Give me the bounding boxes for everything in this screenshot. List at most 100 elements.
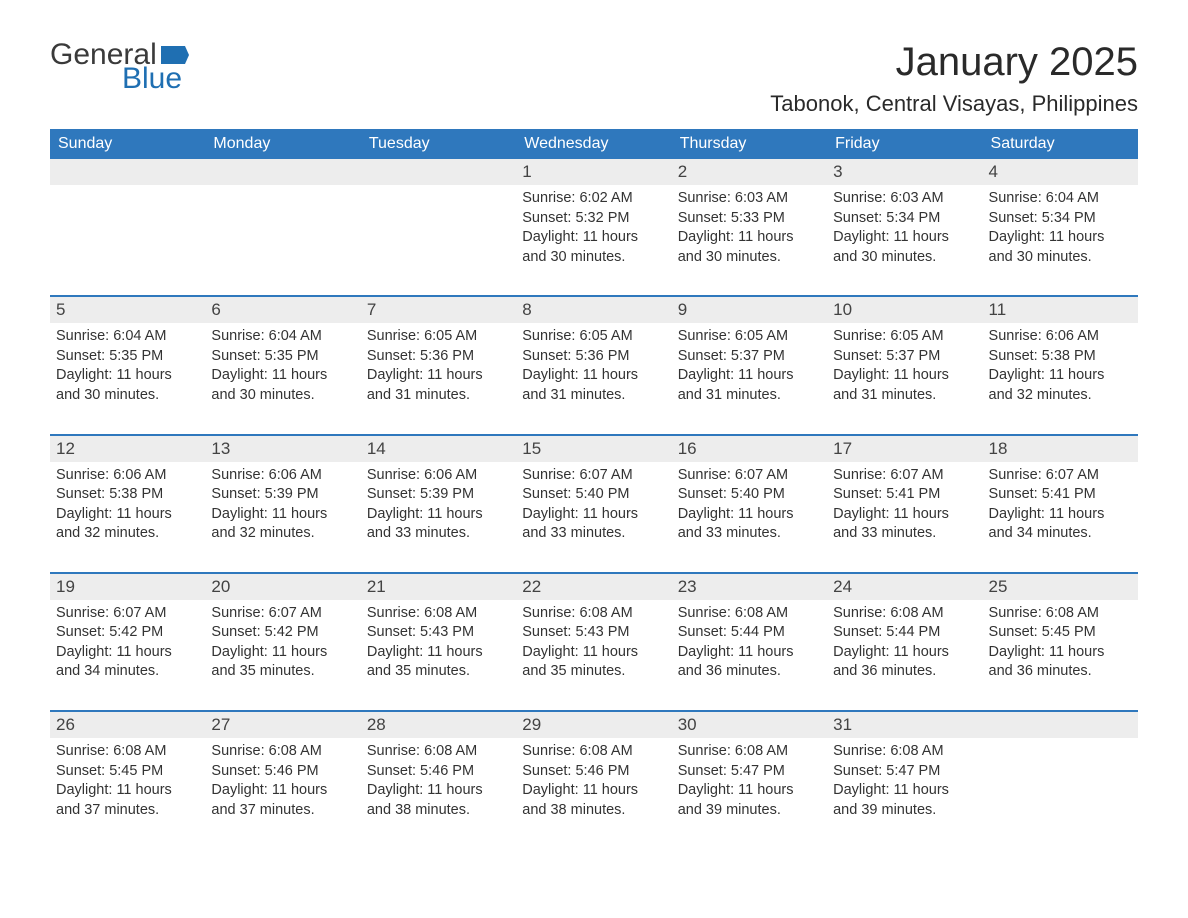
day-header-row: SundayMondayTuesdayWednesdayThursdayFrid… xyxy=(50,129,1138,159)
day-cell: 19Sunrise: 6:07 AMSunset: 5:42 PMDayligh… xyxy=(50,574,205,692)
day-number: 8 xyxy=(516,297,671,323)
day-number: 3 xyxy=(827,159,982,185)
day-header: Monday xyxy=(205,129,360,159)
week-row: 5Sunrise: 6:04 AMSunset: 5:35 PMDaylight… xyxy=(50,295,1138,415)
day-number: 7 xyxy=(361,297,516,323)
day-body: Sunrise: 6:07 AMSunset: 5:42 PMDaylight:… xyxy=(205,600,360,682)
title-block: January 2025 Tabonok, Central Visayas, P… xyxy=(770,40,1138,117)
day-number: 11 xyxy=(983,297,1138,323)
day-number: 12 xyxy=(50,436,205,462)
day-body: Sunrise: 6:05 AMSunset: 5:37 PMDaylight:… xyxy=(672,323,827,405)
day-cell: 31Sunrise: 6:08 AMSunset: 5:47 PMDayligh… xyxy=(827,712,982,830)
day-body: Sunrise: 6:08 AMSunset: 5:45 PMDaylight:… xyxy=(50,738,205,820)
day-cell: 2Sunrise: 6:03 AMSunset: 5:33 PMDaylight… xyxy=(672,159,827,277)
day-cell: 18Sunrise: 6:07 AMSunset: 5:41 PMDayligh… xyxy=(983,436,1138,554)
day-number: 20 xyxy=(205,574,360,600)
day-number: 21 xyxy=(361,574,516,600)
day-body: Sunrise: 6:07 AMSunset: 5:40 PMDaylight:… xyxy=(516,462,671,544)
day-body: Sunrise: 6:08 AMSunset: 5:47 PMDaylight:… xyxy=(827,738,982,820)
day-body: Sunrise: 6:03 AMSunset: 5:34 PMDaylight:… xyxy=(827,185,982,267)
day-body: Sunrise: 6:07 AMSunset: 5:42 PMDaylight:… xyxy=(50,600,205,682)
day-cell: 5Sunrise: 6:04 AMSunset: 5:35 PMDaylight… xyxy=(50,297,205,415)
day-cell: . xyxy=(205,159,360,277)
day-cell: 26Sunrise: 6:08 AMSunset: 5:45 PMDayligh… xyxy=(50,712,205,830)
day-number: 4 xyxy=(983,159,1138,185)
day-cell: 29Sunrise: 6:08 AMSunset: 5:46 PMDayligh… xyxy=(516,712,671,830)
day-number: 23 xyxy=(672,574,827,600)
day-body: Sunrise: 6:07 AMSunset: 5:40 PMDaylight:… xyxy=(672,462,827,544)
day-body: Sunrise: 6:08 AMSunset: 5:44 PMDaylight:… xyxy=(827,600,982,682)
day-number: 18 xyxy=(983,436,1138,462)
day-cell: 21Sunrise: 6:08 AMSunset: 5:43 PMDayligh… xyxy=(361,574,516,692)
day-cell: 23Sunrise: 6:08 AMSunset: 5:44 PMDayligh… xyxy=(672,574,827,692)
day-cell: 1Sunrise: 6:02 AMSunset: 5:32 PMDaylight… xyxy=(516,159,671,277)
day-body: Sunrise: 6:04 AMSunset: 5:34 PMDaylight:… xyxy=(983,185,1138,267)
day-cell: 22Sunrise: 6:08 AMSunset: 5:43 PMDayligh… xyxy=(516,574,671,692)
day-cell: . xyxy=(983,712,1138,830)
day-body: Sunrise: 6:08 AMSunset: 5:47 PMDaylight:… xyxy=(672,738,827,820)
day-body: Sunrise: 6:04 AMSunset: 5:35 PMDaylight:… xyxy=(50,323,205,405)
day-cell: 27Sunrise: 6:08 AMSunset: 5:46 PMDayligh… xyxy=(205,712,360,830)
day-header: Saturday xyxy=(983,129,1138,159)
day-body: Sunrise: 6:08 AMSunset: 5:46 PMDaylight:… xyxy=(516,738,671,820)
day-cell: 7Sunrise: 6:05 AMSunset: 5:36 PMDaylight… xyxy=(361,297,516,415)
day-number: 1 xyxy=(516,159,671,185)
day-body: Sunrise: 6:08 AMSunset: 5:43 PMDaylight:… xyxy=(361,600,516,682)
day-body: Sunrise: 6:04 AMSunset: 5:35 PMDaylight:… xyxy=(205,323,360,405)
week-row: 19Sunrise: 6:07 AMSunset: 5:42 PMDayligh… xyxy=(50,572,1138,692)
day-cell: 12Sunrise: 6:06 AMSunset: 5:38 PMDayligh… xyxy=(50,436,205,554)
day-cell: 15Sunrise: 6:07 AMSunset: 5:40 PMDayligh… xyxy=(516,436,671,554)
day-number: 29 xyxy=(516,712,671,738)
day-body: Sunrise: 6:08 AMSunset: 5:43 PMDaylight:… xyxy=(516,600,671,682)
day-number: 10 xyxy=(827,297,982,323)
day-body: Sunrise: 6:08 AMSunset: 5:46 PMDaylight:… xyxy=(205,738,360,820)
day-body: Sunrise: 6:07 AMSunset: 5:41 PMDaylight:… xyxy=(983,462,1138,544)
header: General Blue January 2025 Tabonok, Centr… xyxy=(50,40,1138,117)
day-cell: 6Sunrise: 6:04 AMSunset: 5:35 PMDaylight… xyxy=(205,297,360,415)
day-number: 9 xyxy=(672,297,827,323)
day-number: 6 xyxy=(205,297,360,323)
day-body: Sunrise: 6:05 AMSunset: 5:37 PMDaylight:… xyxy=(827,323,982,405)
logo-text-blue: Blue xyxy=(122,64,189,94)
day-cell: 3Sunrise: 6:03 AMSunset: 5:34 PMDaylight… xyxy=(827,159,982,277)
day-header: Thursday xyxy=(672,129,827,159)
day-cell: 25Sunrise: 6:08 AMSunset: 5:45 PMDayligh… xyxy=(983,574,1138,692)
day-number: 13 xyxy=(205,436,360,462)
day-body: Sunrise: 6:06 AMSunset: 5:39 PMDaylight:… xyxy=(361,462,516,544)
day-number: 15 xyxy=(516,436,671,462)
day-number: 2 xyxy=(672,159,827,185)
week-row: 26Sunrise: 6:08 AMSunset: 5:45 PMDayligh… xyxy=(50,710,1138,830)
day-number: 24 xyxy=(827,574,982,600)
day-number: 19 xyxy=(50,574,205,600)
day-header: Tuesday xyxy=(361,129,516,159)
day-body: Sunrise: 6:05 AMSunset: 5:36 PMDaylight:… xyxy=(361,323,516,405)
day-cell: 8Sunrise: 6:05 AMSunset: 5:36 PMDaylight… xyxy=(516,297,671,415)
day-cell: 13Sunrise: 6:06 AMSunset: 5:39 PMDayligh… xyxy=(205,436,360,554)
month-title: January 2025 xyxy=(770,40,1138,85)
day-cell: 11Sunrise: 6:06 AMSunset: 5:38 PMDayligh… xyxy=(983,297,1138,415)
day-body: Sunrise: 6:08 AMSunset: 5:46 PMDaylight:… xyxy=(361,738,516,820)
day-number: 22 xyxy=(516,574,671,600)
day-cell: . xyxy=(361,159,516,277)
day-body: Sunrise: 6:07 AMSunset: 5:41 PMDaylight:… xyxy=(827,462,982,544)
week-row: 12Sunrise: 6:06 AMSunset: 5:38 PMDayligh… xyxy=(50,434,1138,554)
day-cell: 20Sunrise: 6:07 AMSunset: 5:42 PMDayligh… xyxy=(205,574,360,692)
day-body: Sunrise: 6:05 AMSunset: 5:36 PMDaylight:… xyxy=(516,323,671,405)
calendar: SundayMondayTuesdayWednesdayThursdayFrid… xyxy=(50,129,1138,830)
day-header: Wednesday xyxy=(516,129,671,159)
day-body: Sunrise: 6:08 AMSunset: 5:44 PMDaylight:… xyxy=(672,600,827,682)
day-number: 5 xyxy=(50,297,205,323)
day-body: Sunrise: 6:08 AMSunset: 5:45 PMDaylight:… xyxy=(983,600,1138,682)
location: Tabonok, Central Visayas, Philippines xyxy=(770,91,1138,117)
day-cell: . xyxy=(50,159,205,277)
logo: General Blue xyxy=(50,40,189,94)
day-number: 28 xyxy=(361,712,516,738)
day-body: Sunrise: 6:06 AMSunset: 5:38 PMDaylight:… xyxy=(983,323,1138,405)
day-cell: 14Sunrise: 6:06 AMSunset: 5:39 PMDayligh… xyxy=(361,436,516,554)
day-cell: 17Sunrise: 6:07 AMSunset: 5:41 PMDayligh… xyxy=(827,436,982,554)
day-cell: 30Sunrise: 6:08 AMSunset: 5:47 PMDayligh… xyxy=(672,712,827,830)
day-body: Sunrise: 6:06 AMSunset: 5:38 PMDaylight:… xyxy=(50,462,205,544)
day-cell: 10Sunrise: 6:05 AMSunset: 5:37 PMDayligh… xyxy=(827,297,982,415)
day-body: Sunrise: 6:02 AMSunset: 5:32 PMDaylight:… xyxy=(516,185,671,267)
week-row: ...1Sunrise: 6:02 AMSunset: 5:32 PMDayli… xyxy=(50,159,1138,277)
